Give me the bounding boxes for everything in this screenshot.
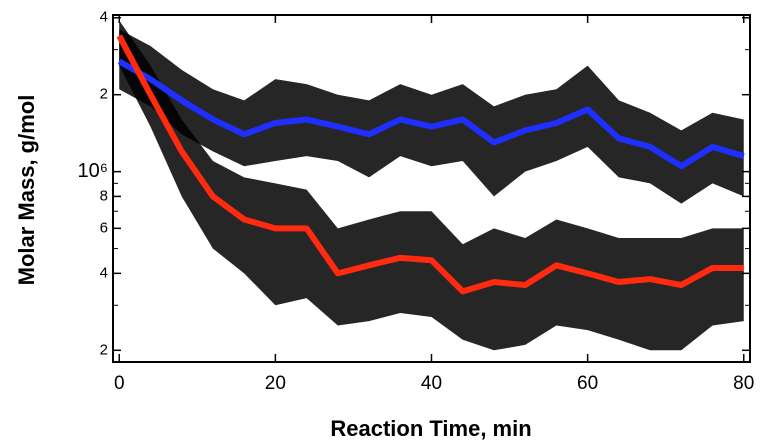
x-tick-label: 60: [577, 373, 598, 394]
x-tick-label: 80: [733, 373, 754, 394]
y-tick-label: 6: [100, 219, 108, 236]
y-tick-label: 2: [100, 341, 108, 358]
x-tick-label: 0: [114, 373, 125, 394]
data-line: [116, 34, 744, 295]
y-axis-label: Molar Mass, g/mol: [14, 95, 39, 286]
noise-band: [119, 20, 744, 351]
x-tick-label: 20: [265, 373, 286, 394]
x-tick-label: 40: [421, 373, 442, 394]
y-tick-label: 4: [100, 9, 108, 26]
x-axis-label: Reaction Time, min: [330, 416, 531, 441]
y-tick-label: 8: [100, 187, 108, 204]
y-tick-label: 10⁶: [78, 160, 108, 182]
data-line: [117, 58, 745, 170]
noise-band: [119, 29, 744, 204]
y-tick-label: 4: [100, 264, 108, 281]
y-tick-label: 2: [100, 86, 108, 103]
